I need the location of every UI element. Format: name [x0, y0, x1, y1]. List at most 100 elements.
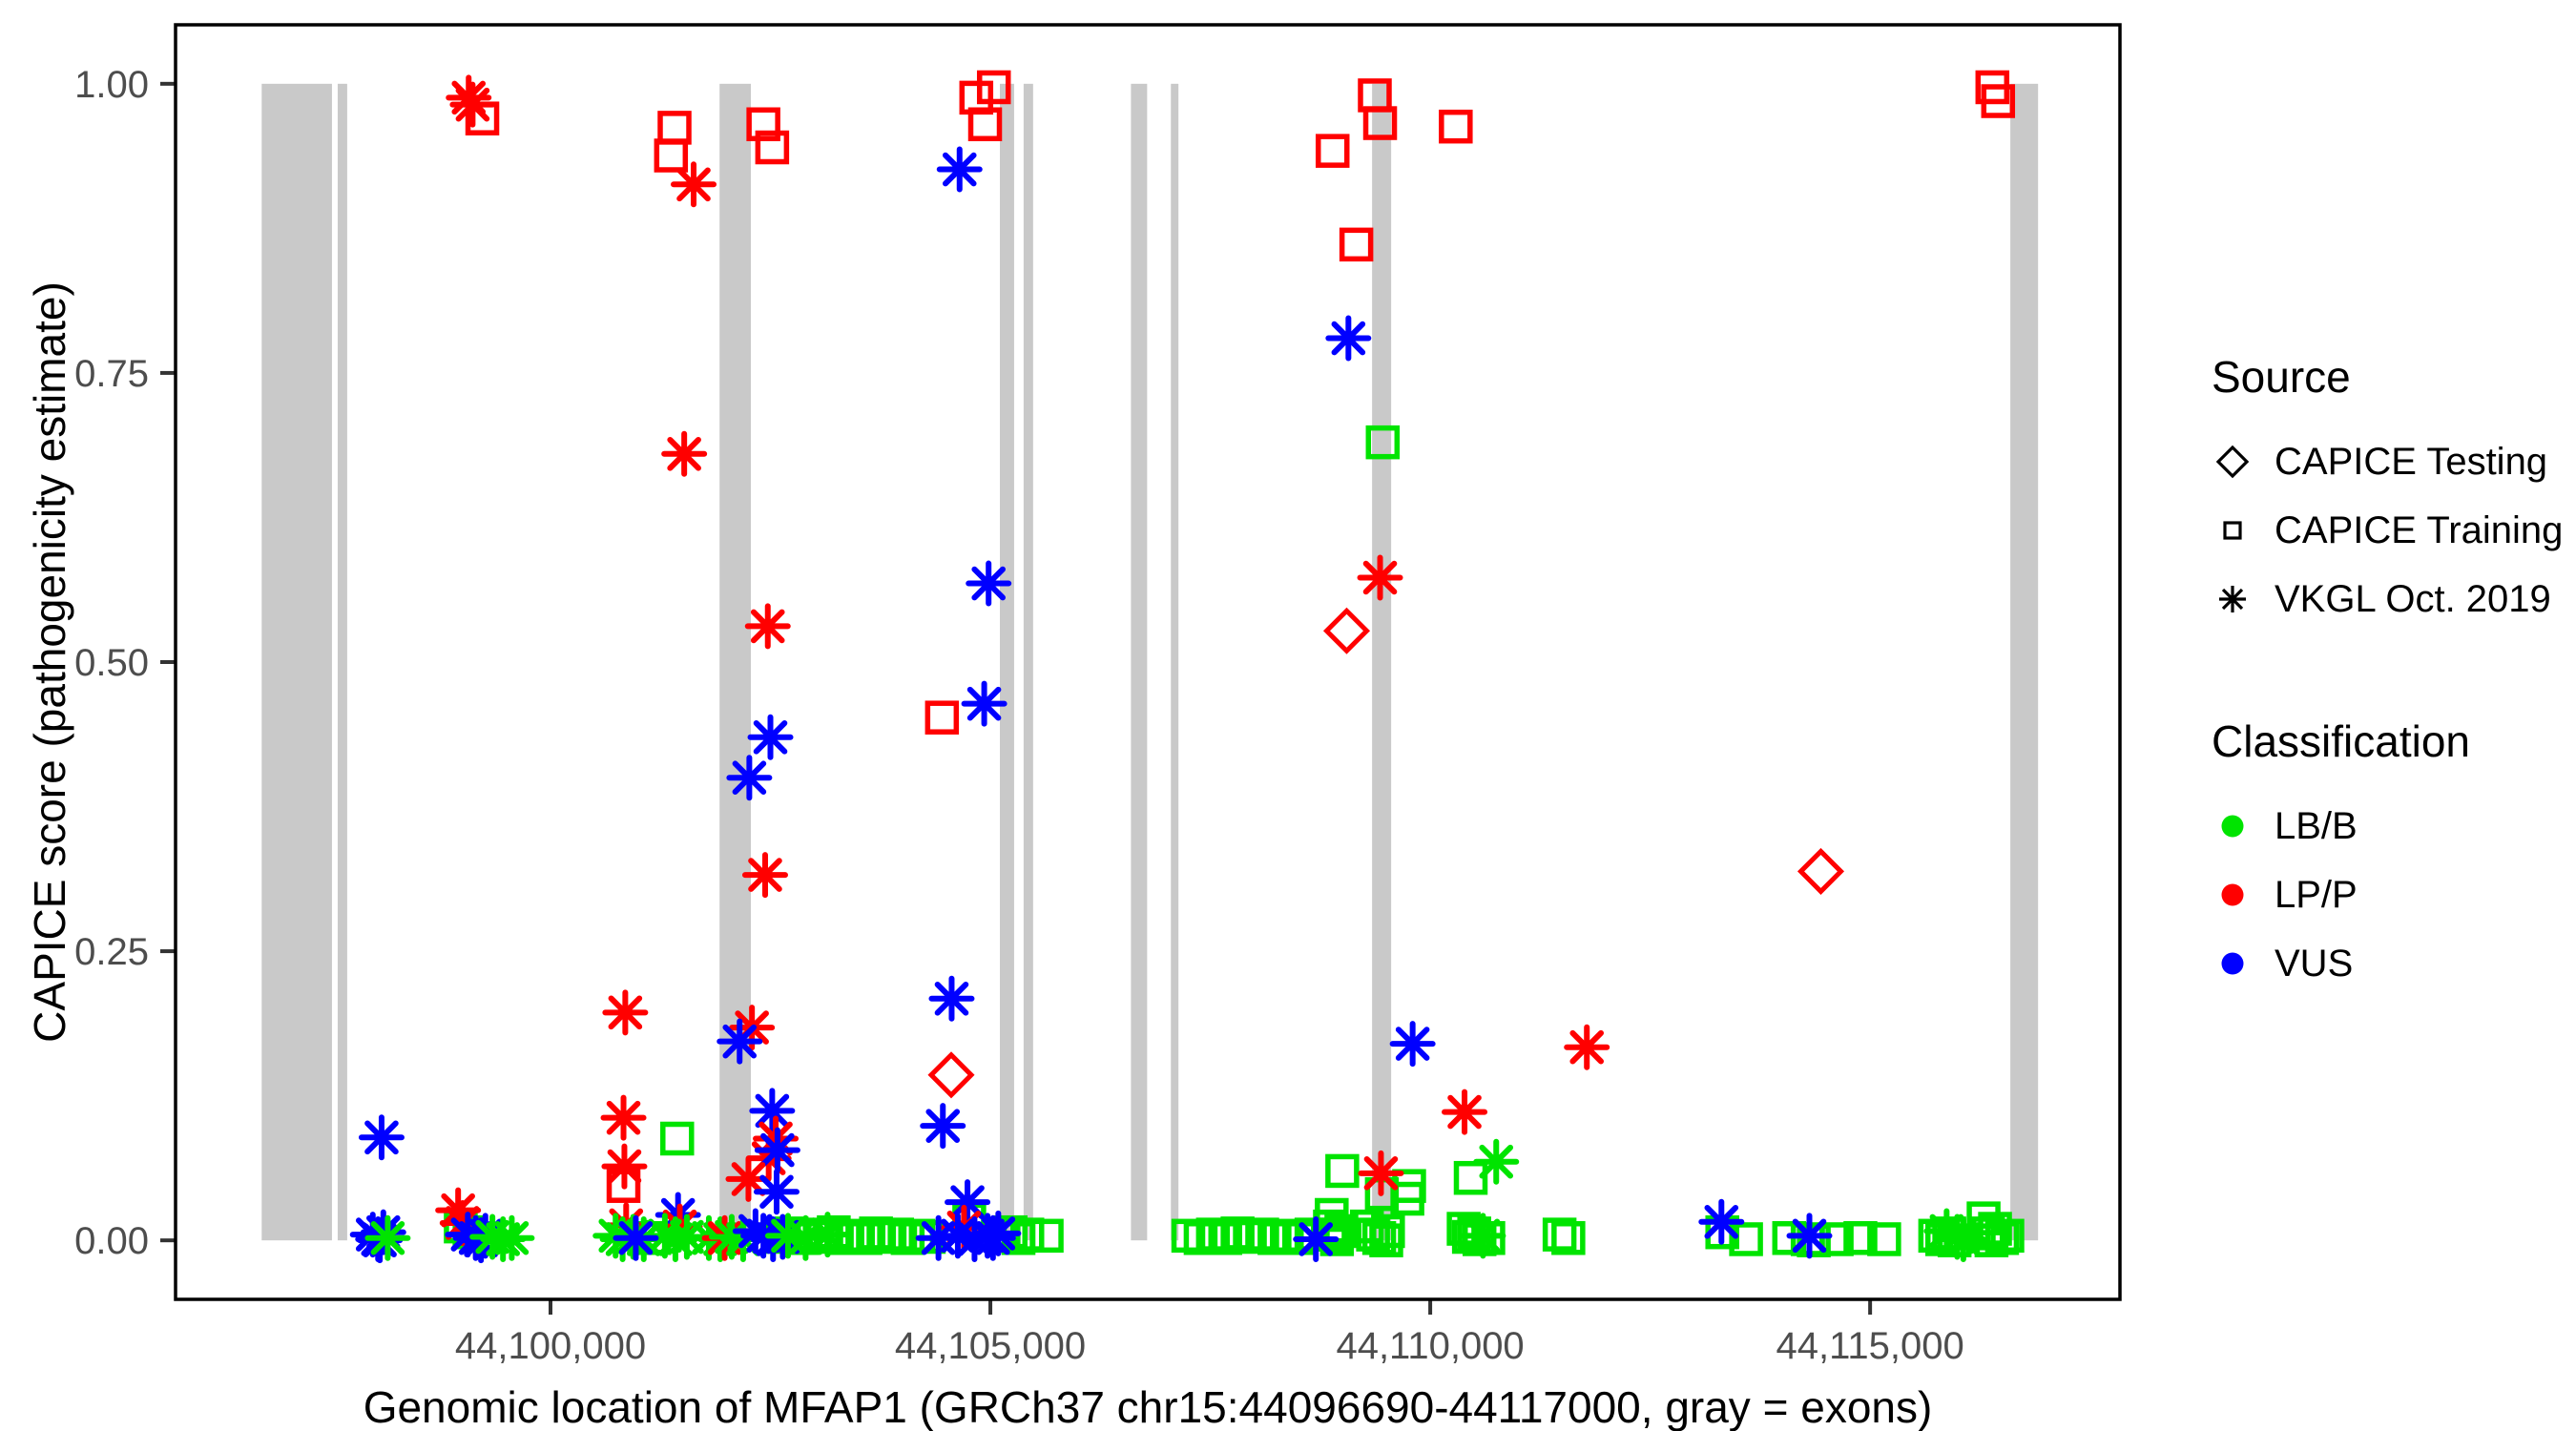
x-tick-label: 44,100,000: [455, 1325, 646, 1367]
data-point-square: [755, 130, 790, 165]
data-point-asterisk: [435, 1187, 482, 1234]
exon-bar: [1131, 83, 1148, 1241]
data-point-asterisk: [966, 560, 1012, 607]
data-point-asterisk: [1389, 1021, 1436, 1068]
data-point-square: [1843, 1220, 1878, 1255]
data-point-diamond: [927, 1051, 975, 1099]
data-point-square: [848, 1220, 883, 1255]
data-point-asterisk: [1442, 1089, 1488, 1135]
data-point-asterisk: [945, 1179, 991, 1226]
y-axis-title: CAPICE score (pathogenicity estimate): [25, 281, 74, 1043]
exon-bar: [337, 83, 347, 1241]
data-point-asterisk: [613, 1214, 659, 1261]
data-point-asterisk: [488, 1214, 535, 1261]
data-point-square: [967, 107, 1003, 142]
data-point-square: [1371, 1213, 1405, 1249]
data-point-square: [654, 138, 689, 173]
data-point-asterisk: [1786, 1213, 1833, 1259]
data-point-asterisk: [725, 1155, 772, 1202]
data-point-asterisk: [719, 1215, 766, 1262]
data-point-square: [1542, 1217, 1577, 1252]
legend-item-label: CAPICE Training: [2275, 508, 2564, 551]
legend-item-capice-training: CAPICE Training: [2212, 496, 2574, 565]
y-tick-label: 1.00: [74, 64, 149, 106]
exon-bar: [2010, 83, 2039, 1241]
legend-source-title: Source: [2212, 352, 2351, 402]
data-point-asterisk: [726, 755, 773, 801]
data-point-square: [1551, 1220, 1586, 1255]
exon-bar: [719, 83, 752, 1241]
data-point-asterisk: [754, 1127, 800, 1173]
legend-item-label: LP/P: [2275, 873, 2358, 916]
x-tick-label: 44,105,000: [895, 1325, 1086, 1367]
data-point-asterisk: [1698, 1198, 1745, 1245]
data-point-asterisk: [1358, 1150, 1404, 1196]
data-point-asterisk: [744, 603, 791, 650]
diamond-icon: [2215, 445, 2250, 479]
data-point-square: [746, 107, 780, 142]
legend-item-label: LB/B: [2275, 804, 2358, 847]
exon-bar: [1171, 83, 1179, 1241]
data-point-square: [1325, 1153, 1360, 1189]
data-point-square: [859, 1216, 893, 1251]
data-point-asterisk: [936, 146, 983, 193]
data-point-square: [1981, 84, 2016, 118]
legend-item-label: VKGL Oct. 2019: [2275, 577, 2551, 620]
data-point-square: [880, 1217, 915, 1252]
legend-item-vkgl: VKGL Oct. 2019: [2212, 565, 2574, 633]
data-point-asterisk: [601, 1143, 648, 1190]
data-point-square: [1390, 1181, 1424, 1216]
legend-item-label: VUS: [2275, 942, 2354, 985]
data-point-asterisk: [961, 680, 1008, 727]
y-tick-label: 0.25: [74, 931, 149, 973]
data-point-asterisk: [1357, 554, 1403, 601]
legend-item-lpp: LP/P: [2212, 861, 2574, 929]
data-point-asterisk: [1940, 1215, 1986, 1262]
data-point-asterisk: [804, 1212, 851, 1258]
data-point-asterisk: [717, 1018, 763, 1065]
exon-bar: [999, 83, 1014, 1241]
x-tick-label: 44,110,000: [1336, 1325, 1524, 1367]
data-point-square: [1990, 1218, 2025, 1254]
data-point-diamond: [1797, 847, 1845, 895]
panel-background: [176, 25, 2120, 1299]
red-dot-icon: [2221, 883, 2244, 906]
data-point-square: [1339, 227, 1374, 262]
x-tick-label: 44,115,000: [1776, 1325, 1964, 1367]
data-point-asterisk: [671, 161, 717, 208]
data-point-square: [924, 700, 960, 735]
data-point-asterisk: [1325, 315, 1372, 362]
data-point-square: [1453, 1160, 1488, 1195]
data-point-asterisk: [1923, 1208, 1970, 1255]
data-point-asterisk: [1473, 1138, 1520, 1185]
legend-item-lbb: LB/B: [2212, 792, 2574, 861]
data-point-square: [1029, 1218, 1064, 1254]
data-point-asterisk: [741, 852, 788, 899]
data-point-square: [1439, 109, 1473, 144]
legend-classification-title: Classification: [2212, 716, 2470, 766]
data-point-asterisk: [1293, 1215, 1340, 1262]
square-icon: [2223, 521, 2242, 540]
y-tick-label: 0.50: [74, 642, 149, 684]
data-point-asterisk: [661, 430, 708, 477]
data-point-diamond: [1322, 607, 1371, 654]
y-tick-label: 0.75: [74, 353, 149, 395]
exon-bar: [261, 83, 332, 1241]
data-point-square: [1315, 134, 1350, 168]
data-point-square: [1365, 425, 1401, 460]
data-point-square: [976, 70, 1011, 105]
data-point-asterisk: [928, 975, 975, 1022]
data-point-asterisk: [975, 1210, 1022, 1256]
data-point-asterisk: [1564, 1024, 1610, 1070]
data-point-square: [1729, 1222, 1763, 1256]
data-point-square: [1797, 1223, 1831, 1257]
panel-border: [174, 23, 2122, 1301]
data-point-asterisk: [782, 1214, 829, 1261]
legend-item-vus: VUS: [2212, 929, 2574, 998]
blue-dot-icon: [2221, 952, 2244, 975]
data-point-asterisk: [749, 1088, 796, 1134]
exon-bar: [1372, 83, 1392, 1241]
data-point-square: [1867, 1222, 1901, 1256]
legend: Source CAPICE Testing CAPICE Training VK…: [2212, 351, 2574, 998]
